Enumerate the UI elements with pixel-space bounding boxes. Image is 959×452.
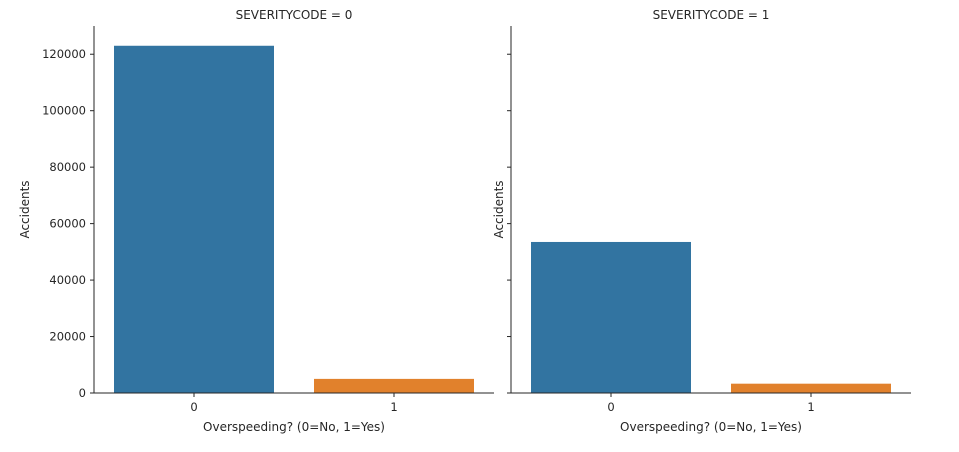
bar-1 [731,383,891,393]
y-tick-label: 40000 [49,273,86,287]
x-tick-label: 1 [807,400,814,414]
y-tick-label: 0 [79,386,86,400]
y-tick-label: 80000 [49,160,86,174]
x-tick-label: 1 [390,400,397,414]
bar-0 [114,45,274,394]
x-tick-label: 0 [607,400,614,414]
y-tick-label: 120000 [42,47,86,61]
x-axis-label: Overspeeding? (0=No, 1=Yes) [203,420,385,434]
y-tick-label: 20000 [49,330,86,344]
panel-1: SEVERITYCODE = 1 0 1 Overspeeding? (0=No, 1… [492,8,911,434]
panel-title: SEVERITYCODE = 1 [653,8,770,22]
x-tick-label: 0 [190,400,197,414]
y-axis-label: Accidents [492,180,506,238]
x-axis-label: Overspeeding? (0=No, 1=Yes) [620,420,802,434]
y-axis-label: Accidents [18,180,32,238]
y-tick-label: 100000 [42,104,86,118]
y-tick-label: 60000 [49,217,86,231]
bar-1 [314,378,474,393]
facet-panels: SEVERITYCODE = 0020000400006000080000100… [18,8,911,434]
bar-0 [531,241,691,393]
panel-0: SEVERITYCODE = 0 0 20000 40000 60000 80000 100… [18,8,494,434]
panel-title: SEVERITYCODE = 0 [236,8,353,22]
